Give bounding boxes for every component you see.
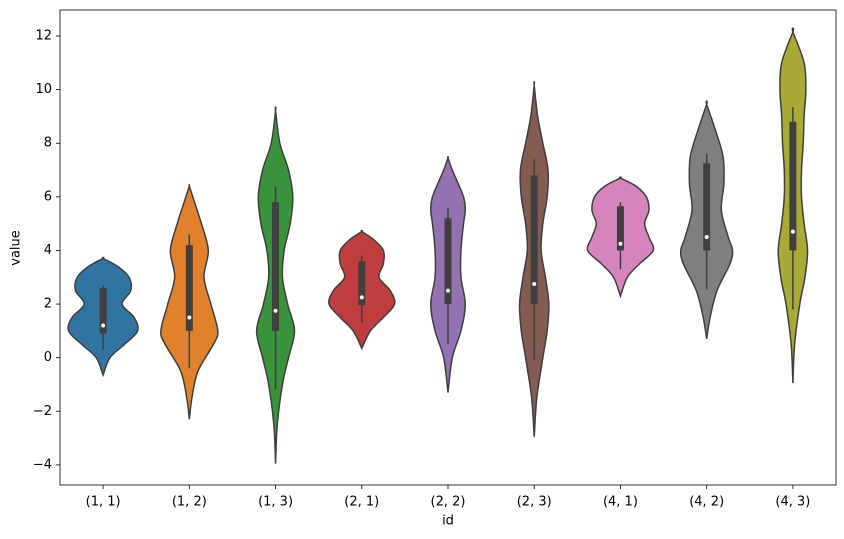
y-tick-label: 2 [44, 297, 52, 312]
y-tick-label: −4 [33, 457, 52, 472]
box [789, 121, 797, 251]
box [616, 206, 624, 251]
x-tick-label: (2, 2) [431, 495, 466, 510]
median [532, 281, 537, 286]
median [618, 241, 623, 246]
y-tick-label: 6 [44, 189, 52, 204]
x-axis-label: id [442, 514, 454, 529]
x-tick-label: (4, 1) [603, 495, 638, 510]
box [185, 245, 193, 331]
box [272, 202, 280, 331]
box [703, 163, 711, 251]
median [446, 288, 450, 293]
median [704, 235, 709, 240]
y-axis-label: value [9, 230, 24, 266]
median [273, 308, 278, 313]
x-tick-label: (2, 1) [344, 495, 379, 510]
x-tick-label: (4, 3) [775, 495, 810, 510]
y-tick-label: −2 [33, 404, 52, 419]
box [358, 261, 366, 306]
plot-frame [59, 9, 837, 486]
median [187, 315, 192, 320]
median [790, 229, 795, 234]
box [530, 175, 538, 305]
x-tick-label: (1, 1) [86, 495, 121, 510]
y-tick-label: 10 [35, 82, 52, 97]
x-tick-label: (1, 2) [172, 495, 207, 510]
x-tick-label: (2, 3) [517, 495, 552, 510]
y-tick-label: 4 [44, 243, 52, 258]
x-tick-label: (4, 2) [689, 495, 724, 510]
y-tick-label: 0 [44, 350, 52, 365]
median [101, 323, 106, 328]
y-tick-label: 12 [35, 29, 52, 44]
median [359, 295, 364, 300]
x-tick-label: (1, 3) [258, 495, 293, 510]
box [99, 287, 107, 334]
y-tick-label: 8 [44, 136, 52, 151]
box [444, 218, 452, 305]
